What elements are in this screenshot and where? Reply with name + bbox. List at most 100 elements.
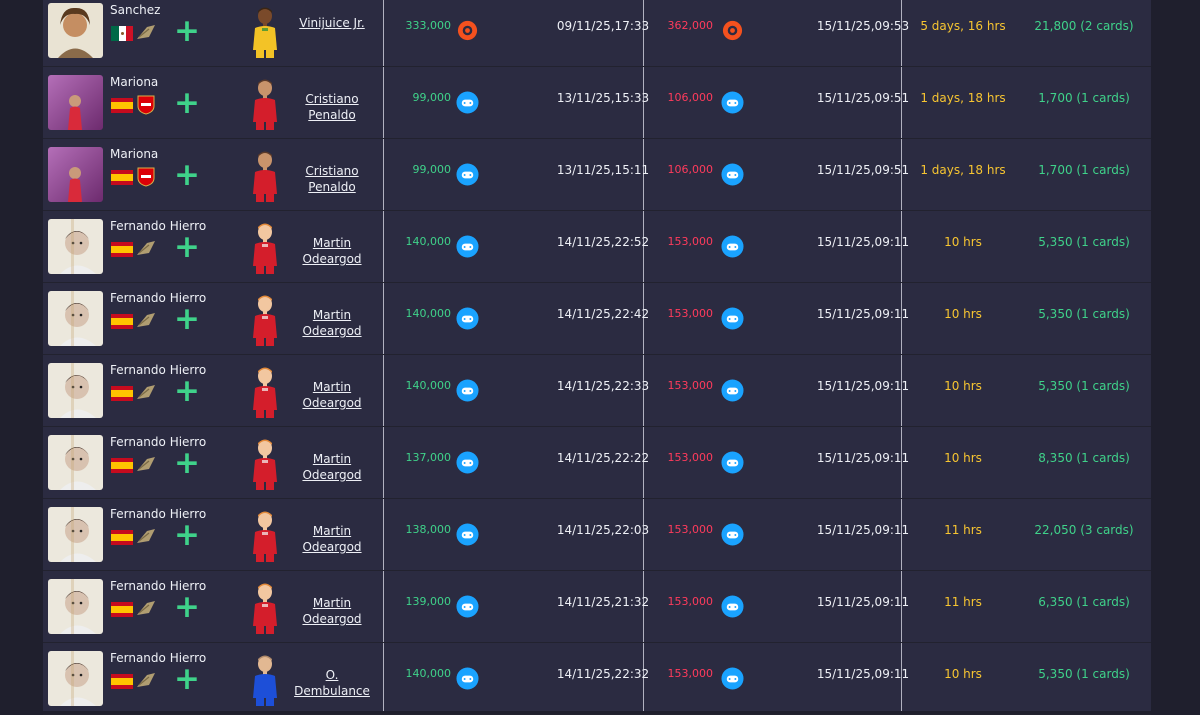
buy-platform-icon: [456, 91, 479, 114]
table-row[interactable]: Fernando Hierro + Martin Odeargod 137,00…: [43, 427, 1151, 499]
table-row[interactable]: Fernando Hierro + Martin Odeargod 139,00…: [43, 571, 1151, 643]
table-row[interactable]: Fernando Hierro + Martin Odeargod 140,00…: [43, 211, 1151, 283]
buy-price: 140,000: [405, 235, 452, 248]
username-line-2: Penaldo: [308, 180, 356, 194]
buy-date: 14/11/25,22:52: [556, 235, 650, 249]
add-icon[interactable]: +: [174, 157, 200, 193]
username-link[interactable]: Martin Odeargod: [287, 523, 377, 555]
sell-platform-icon: [721, 19, 744, 42]
username-line-1: Cristiano: [305, 164, 359, 178]
buy-date: 13/11/25,15:33: [556, 91, 650, 105]
hold-duration: 10 hrs: [944, 235, 982, 249]
buy-platform-icon: [456, 523, 479, 546]
table-row[interactable]: Fernando Hierro + Martin Odeargod 138,00…: [43, 499, 1151, 571]
username-link[interactable]: Vinijuice Jr.: [287, 15, 377, 31]
buy-platform-icon: [456, 667, 479, 690]
sell-date: 15/11/25,09:11: [816, 667, 910, 681]
username-line-2: Odeargod: [302, 540, 362, 554]
username-line-1: Cristiano: [305, 92, 359, 106]
sell-price: 153,000: [667, 451, 714, 464]
username-link[interactable]: Martin Odeargod: [287, 235, 377, 267]
table-row[interactable]: Sanchez + Vinijuice Jr. 333,000 09/11/25…: [43, 0, 1151, 67]
buy-date: 14/11/25,22:32: [556, 667, 650, 681]
sell-platform-icon: [721, 91, 744, 114]
player-card-image[interactable]: [48, 291, 103, 346]
add-icon[interactable]: +: [174, 445, 200, 481]
profit-value: 1,700 (1 cards): [1038, 163, 1130, 177]
username-line-1: Martin: [312, 596, 352, 610]
add-icon[interactable]: +: [174, 661, 200, 697]
buy-date: 14/11/25,21:32: [556, 595, 650, 609]
user-avatar: [250, 508, 280, 562]
user-avatar: [250, 220, 280, 274]
flag-icon: [111, 170, 133, 185]
add-icon[interactable]: +: [174, 13, 200, 49]
hold-duration: 11 hrs: [944, 595, 982, 609]
sell-platform-icon: [721, 451, 744, 474]
buy-price: 137,000: [405, 451, 452, 464]
user-avatar: [250, 76, 280, 130]
club-badge-icon: [135, 23, 157, 43]
sell-price: 153,000: [667, 379, 714, 392]
table-row[interactable]: Mariona + Cristiano Penaldo 99,000 13/11…: [43, 139, 1151, 211]
sell-platform-icon: [721, 379, 744, 402]
club-badge-icon: [135, 671, 157, 691]
username-line-1: Martin: [312, 452, 352, 466]
player-card-image[interactable]: [48, 3, 103, 58]
username-link[interactable]: Martin Odeargod: [287, 379, 377, 411]
sell-platform-icon: [721, 667, 744, 690]
player-name: Mariona: [110, 75, 159, 89]
add-icon[interactable]: +: [174, 301, 200, 337]
add-icon[interactable]: +: [174, 85, 200, 121]
buy-platform-icon: [456, 307, 479, 330]
username-line-1: Vinijuice Jr.: [299, 16, 365, 30]
add-icon[interactable]: +: [174, 373, 200, 409]
profit-value: 5,350 (1 cards): [1038, 379, 1130, 393]
player-card-image[interactable]: [48, 147, 103, 202]
username-link[interactable]: Martin Odeargod: [287, 451, 377, 483]
profit-value: 22,050 (3 cards): [1034, 523, 1134, 537]
table-row[interactable]: Fernando Hierro + O. Dembulance 140,000 …: [43, 643, 1151, 715]
buy-platform-icon: [456, 163, 479, 186]
hold-duration: 11 hrs: [944, 523, 982, 537]
club-badge-icon: [135, 599, 157, 619]
player-card-image[interactable]: [48, 75, 103, 130]
table-row[interactable]: Fernando Hierro + Martin Odeargod 140,00…: [43, 355, 1151, 427]
buy-price: 99,000: [412, 163, 452, 176]
column-divider: [643, 0, 644, 711]
add-icon[interactable]: +: [174, 517, 200, 553]
add-icon[interactable]: +: [174, 589, 200, 625]
username-line-1: Martin: [312, 524, 352, 538]
username-link[interactable]: Cristiano Penaldo: [287, 163, 377, 195]
player-card-image[interactable]: [48, 219, 103, 274]
flag-icon: [111, 530, 133, 545]
username-link[interactable]: Martin Odeargod: [287, 595, 377, 627]
hold-duration: 10 hrs: [944, 667, 982, 681]
sell-date: 15/11/25,09:11: [816, 379, 910, 393]
user-avatar: [250, 292, 280, 346]
sell-date: 15/11/25,09:51: [816, 91, 910, 105]
username-link[interactable]: Cristiano Penaldo: [287, 91, 377, 123]
profit-value: 5,350 (1 cards): [1038, 307, 1130, 321]
player-card-image[interactable]: [48, 435, 103, 490]
buy-price: 140,000: [405, 379, 452, 392]
buy-date: 14/11/25,22:22: [556, 451, 650, 465]
sell-price: 153,000: [667, 667, 714, 680]
flag-icon: [111, 458, 133, 473]
player-card-image[interactable]: [48, 507, 103, 562]
player-card-image[interactable]: [48, 363, 103, 418]
player-card-image[interactable]: [48, 651, 103, 706]
add-icon[interactable]: +: [174, 229, 200, 265]
table-row[interactable]: Fernando Hierro + Martin Odeargod 140,00…: [43, 283, 1151, 355]
username-line-2: Penaldo: [308, 108, 356, 122]
table-row[interactable]: Mariona + Cristiano Penaldo 99,000 13/11…: [43, 67, 1151, 139]
username-link[interactable]: O. Dembulance: [287, 667, 377, 699]
username-link[interactable]: Martin Odeargod: [287, 307, 377, 339]
flips-table: Sanchez + Vinijuice Jr. 333,000 09/11/25…: [43, 0, 1151, 715]
sell-price: 153,000: [667, 235, 714, 248]
user-avatar: [250, 148, 280, 202]
hold-duration: 1 days, 18 hrs: [920, 163, 1006, 177]
player-card-image[interactable]: [48, 579, 103, 634]
username-line-2: Dembulance: [294, 684, 370, 698]
hold-duration: 10 hrs: [944, 451, 982, 465]
